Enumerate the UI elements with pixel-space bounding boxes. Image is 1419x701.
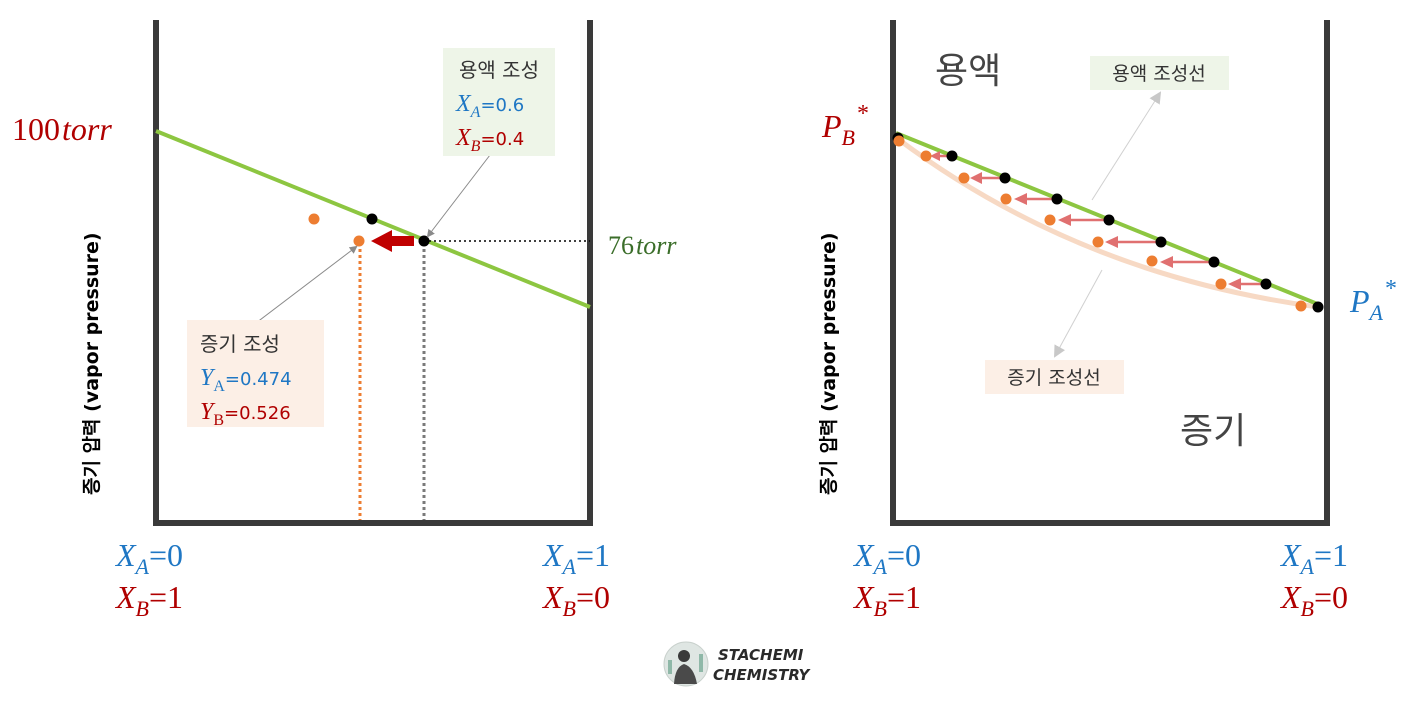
left-solution-title: 용액 조성 [459, 58, 539, 82]
left-vapor-yb: YB=0.526 [200, 399, 291, 429]
left-liquid-point-upper [366, 213, 378, 225]
right-diagram: 용액 증기 용액 조성선 증기 조성선 증기 압력 (vapor pressur… [818, 20, 1397, 621]
left-xaxis-right-xa: XA=1 [541, 537, 610, 579]
right-liquid-line-label: 용액 조성선 [1090, 56, 1229, 90]
right-liquid-point [1260, 278, 1272, 290]
right-arrows [930, 151, 1265, 290]
right-vapor-point [1092, 236, 1104, 248]
right-vapor-label-pointer [1054, 269, 1103, 358]
left-solution-pointer [426, 154, 491, 238]
left-solution-xa: XA=0.6 [455, 91, 524, 121]
right-liquid-points [892, 132, 1324, 313]
stachemi-logo: STACHEMI CHEMISTRY [663, 641, 812, 687]
right-region-vapor: 증기 [1180, 411, 1246, 452]
left-vapor-pointer [251, 245, 358, 327]
left-vapor-point-upper [308, 213, 320, 225]
logo-line1: STACHEMI [718, 646, 804, 664]
left-vapor-point [353, 235, 365, 247]
right-arrow [1014, 193, 1056, 205]
left-xaxis-left-xa: XA=0 [114, 537, 183, 579]
right-vapor-line-label: 증기 조성선 [985, 360, 1124, 394]
right-liquid-point [1103, 214, 1115, 226]
left-liquid-point [418, 235, 430, 247]
left-solution-xb: XB=0.4 [455, 125, 524, 155]
right-liquid-point [1208, 256, 1220, 268]
left-100torr-label: 100torr [12, 111, 112, 147]
logo-line2: CHEMISTRY [713, 666, 812, 684]
right-vapor-point [1000, 193, 1012, 205]
right-vapor-point [1295, 300, 1307, 312]
right-plot-frame [890, 20, 1330, 526]
right-vapor-points [893, 135, 1307, 312]
right-arrow [1160, 256, 1213, 268]
right-xaxis-right-xa: XA=1 [1279, 537, 1348, 579]
left-red-arrow [371, 230, 414, 252]
right-xaxis-right-xb: XB=0 [1279, 579, 1348, 621]
right-vapor-point [958, 172, 970, 184]
left-xaxis-left-xb: XB=1 [114, 579, 183, 621]
left-vapor-ya: YA=0.474 [200, 365, 292, 395]
right-liquid-label-pointer [1091, 91, 1162, 201]
right-vapor-point [1044, 214, 1056, 226]
logo-avatar-icon [664, 642, 708, 686]
right-xaxis-left-xb: XB=1 [852, 579, 921, 621]
left-76torr-label: 76torr [608, 231, 677, 260]
right-arrow [1105, 236, 1160, 248]
left-plot-frame [153, 20, 593, 526]
right-arrow [970, 172, 1003, 184]
right-liquid-point [946, 150, 958, 162]
right-liquid-point [1312, 301, 1324, 313]
right-vapor-curve [896, 136, 1319, 310]
right-pa-star-label: PA* [1349, 276, 1397, 325]
right-pb-star-label: PB* [821, 101, 869, 150]
right-arrow [1058, 214, 1107, 226]
right-vapor-point [1215, 278, 1227, 290]
right-y-axis-label: 증기 압력 (vapor pressure) [818, 232, 840, 495]
left-xaxis-right-xb: XB=0 [541, 579, 610, 621]
right-xaxis-left-xa: XA=0 [852, 537, 921, 579]
left-vapor-title: 증기 조성 [200, 332, 280, 356]
left-diagram: 100torr 76torr 증기 압력 (vapor pressure) 용액… [12, 20, 677, 621]
right-liquid-point [1051, 193, 1063, 205]
right-vapor-point [893, 135, 905, 147]
right-region-liquid: 용액 [935, 51, 1001, 92]
right-liquid-point [1155, 236, 1167, 248]
svg-text:증기 조성선: 증기 조성선 [1007, 367, 1100, 389]
left-solution-box: 용액 조성 XA=0.6 XB=0.4 [443, 48, 555, 156]
left-y-axis-label: 증기 압력 (vapor pressure) [81, 232, 103, 495]
right-vapor-point [1146, 255, 1158, 267]
left-vapor-box: 증기 조성 YA=0.474 YB=0.526 [187, 320, 324, 429]
right-liquid-point [999, 172, 1011, 184]
svg-text:용액 조성선: 용액 조성선 [1112, 63, 1205, 85]
right-vapor-point [920, 150, 932, 162]
